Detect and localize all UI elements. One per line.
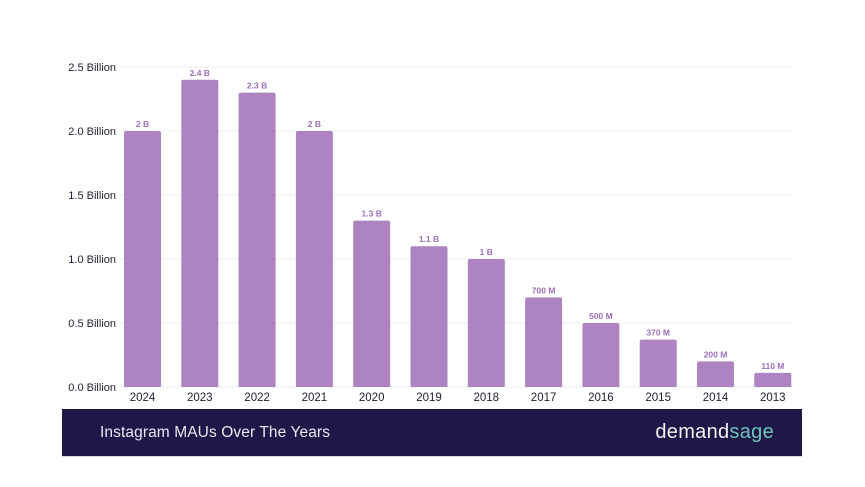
x-tick-label: 2016 xyxy=(588,392,614,404)
y-tick-label: 1.0 Billion xyxy=(68,254,116,266)
x-tick-label: 2024 xyxy=(130,392,156,404)
x-tick-label: 2014 xyxy=(703,392,729,404)
data-label: 2 B xyxy=(308,119,321,129)
chart-footer: Instagram MAUs Over The Years demandsage xyxy=(62,409,802,456)
bar-chart: 0.0 Billion 0.5 Billion 1.0 Billion 1.5 Bil… xyxy=(68,62,792,404)
chart-title: Instagram MAUs Over The Years xyxy=(100,423,331,441)
data-label: 700 M xyxy=(532,285,556,295)
bar xyxy=(410,246,448,387)
y-tick-label: 2.0 Billion xyxy=(68,126,116,138)
bar xyxy=(582,323,620,387)
bar xyxy=(238,92,276,387)
x-tick-label: 2022 xyxy=(244,392,270,404)
y-axis: 0.0 Billion 0.5 Billion 1.0 Billion 1.5 Bil… xyxy=(68,62,116,394)
x-tick-label: 2015 xyxy=(645,392,671,404)
brand-logo-demand: demand xyxy=(655,421,730,443)
data-label: 2.3 B xyxy=(247,81,267,91)
data-label: 1.1 B xyxy=(419,234,439,244)
data-label: 2.4 B xyxy=(190,68,210,78)
y-tick-label: 1.5 Billion xyxy=(68,190,116,202)
bar xyxy=(295,131,333,387)
y-tick-label: 0.5 Billion xyxy=(68,318,116,330)
x-tick-label: 2023 xyxy=(187,392,213,404)
bar xyxy=(467,259,505,387)
data-label: 200 M xyxy=(704,349,728,359)
bottom-divider xyxy=(62,456,802,457)
data-label: 370 M xyxy=(646,328,670,338)
bar xyxy=(353,220,391,387)
x-tick-label: 2019 xyxy=(416,392,442,404)
data-label: 1.3 B xyxy=(362,209,382,219)
bars xyxy=(124,79,792,388)
bar xyxy=(181,79,219,388)
data-label: 1 B xyxy=(480,247,493,257)
bar xyxy=(639,339,677,387)
data-label: 500 M xyxy=(589,311,613,321)
y-tick-label: 0.0 Billion xyxy=(68,382,116,394)
x-tick-label: 2013 xyxy=(760,392,786,404)
bar xyxy=(754,372,792,387)
y-tick-label: 2.5 Billion xyxy=(68,62,116,74)
data-label: 2 B xyxy=(136,119,149,129)
x-tick-label: 2020 xyxy=(359,392,385,404)
data-label: 110 M xyxy=(761,361,784,371)
bar xyxy=(124,131,161,387)
x-tick-label: 2017 xyxy=(531,392,557,404)
brand-logo: demandsage xyxy=(655,421,774,444)
data-labels: 2 B 2.4 B 2.3 B 2 B 1.3 B 1.1 B 1 B 700 M 500 M 3… xyxy=(136,68,784,371)
gridlines xyxy=(120,66,790,388)
x-tick-label: 2021 xyxy=(302,392,328,404)
bar xyxy=(525,297,563,387)
x-tick-label: 2018 xyxy=(474,392,500,404)
brand-logo-sage: sage xyxy=(729,421,774,443)
bar xyxy=(697,361,734,387)
x-axis: 2024 2023 2022 2021 2020 2019 2018 2017 2016 2015… xyxy=(130,392,786,404)
